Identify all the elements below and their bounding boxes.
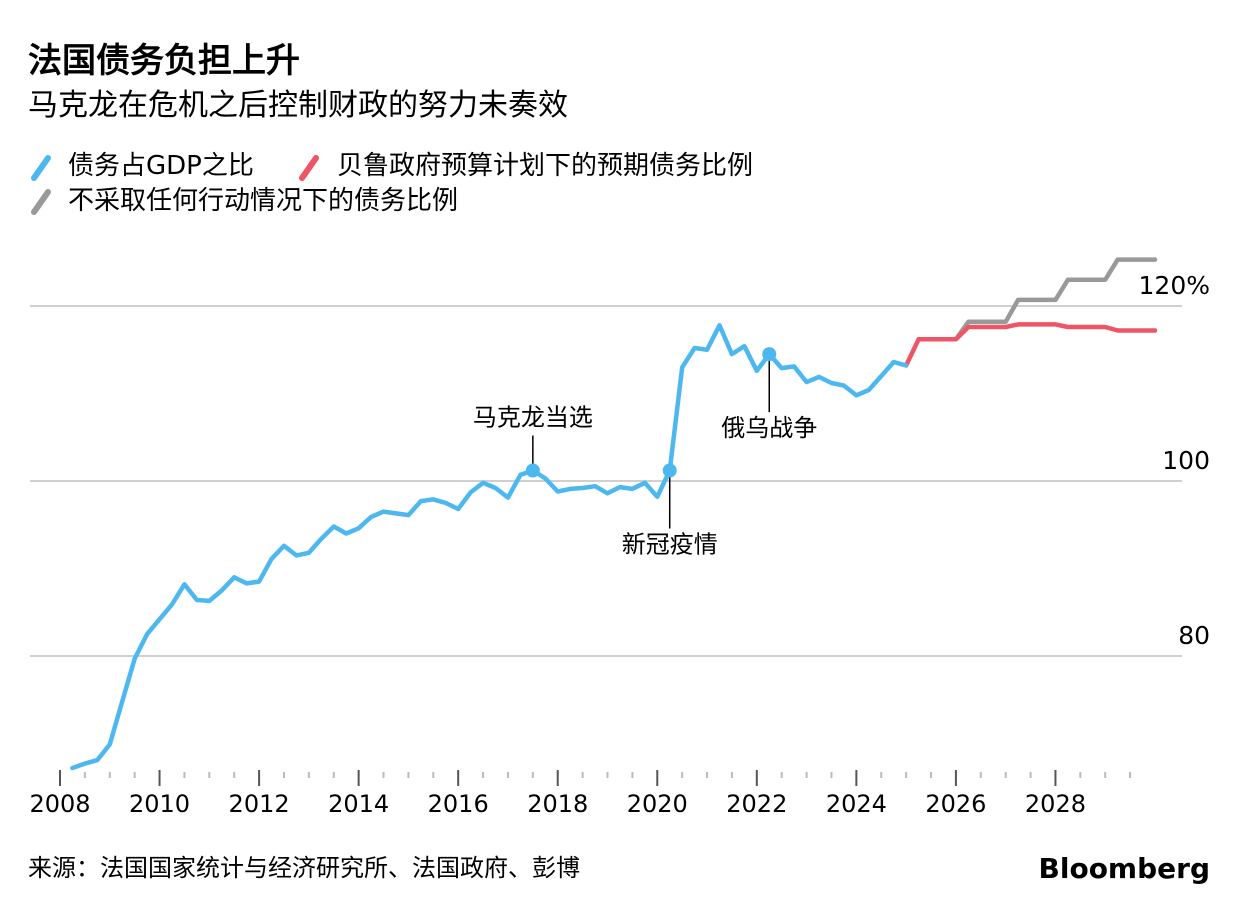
source-note: 来源：法国国家统计与经济研究所、法国政府、彭博 [28, 854, 580, 882]
x-tick-label-2022: 2022 [726, 790, 787, 818]
annotation-covid-marker [662, 463, 677, 478]
legend-label-debt: 债务占GDP之比 [68, 151, 254, 181]
series-line-bayrou [903, 322, 1158, 368]
x-tick-label-2010: 2010 [129, 790, 190, 818]
y-tick-label-80: 80 [1178, 621, 1210, 650]
annotation-covid-label: 新冠疫情 [622, 531, 718, 559]
legend-label-bayrou: 贝鲁政府预算计划下的预期债务比例 [337, 151, 753, 181]
legend-swatch-debt [31, 155, 51, 181]
annotation-ukraine-war-marker [762, 347, 777, 362]
x-tick-label-2028: 2028 [1025, 790, 1086, 818]
x-tick-label-2026: 2026 [925, 790, 986, 818]
annotation-macron-elected-label: 马克龙当选 [473, 404, 593, 432]
chart-subtitle: 马克龙在危机之后控制财政的努力未奏效 [28, 88, 568, 123]
series-line-debt [70, 323, 909, 771]
x-tick-label-2012: 2012 [229, 790, 290, 818]
y-axis-labels: 80 100 120% [1139, 271, 1210, 650]
annotation-macron-elected-marker [525, 463, 540, 478]
x-tick-label-2018: 2018 [527, 790, 588, 818]
legend-swatch-bayrou [299, 155, 319, 181]
legend-swatch-no-action [31, 189, 51, 215]
bloomberg-logo: Bloomberg [1039, 852, 1210, 885]
x-tick-label-2024: 2024 [826, 790, 887, 818]
x-tick-label-2014: 2014 [328, 790, 389, 818]
y-tick-label-120: 120% [1139, 271, 1210, 300]
gridlines [30, 305, 1182, 657]
x-tick-label-2020: 2020 [627, 790, 688, 818]
series-line-no-action [916, 257, 1158, 342]
x-tick-label-2008: 2008 [29, 790, 90, 818]
x-tick-label-2016: 2016 [428, 790, 489, 818]
x-axis: 2008 2010 2012 2014 2016 2018 2020 2022 2024 2026… [29, 770, 1132, 818]
legend: 债务占GDP之比 贝鲁政府预算计划下的预期债务比例 不采取任何行动情况下的债务比… [31, 151, 753, 216]
y-tick-label-100: 100 [1162, 446, 1210, 475]
annotation-ukraine-war-label: 俄乌战争 [721, 414, 817, 442]
chart-title: 法国债务负担上升 [28, 41, 300, 81]
legend-label-no-action: 不采取任何行动情况下的债务比例 [68, 186, 458, 216]
series-lines [70, 257, 1158, 771]
